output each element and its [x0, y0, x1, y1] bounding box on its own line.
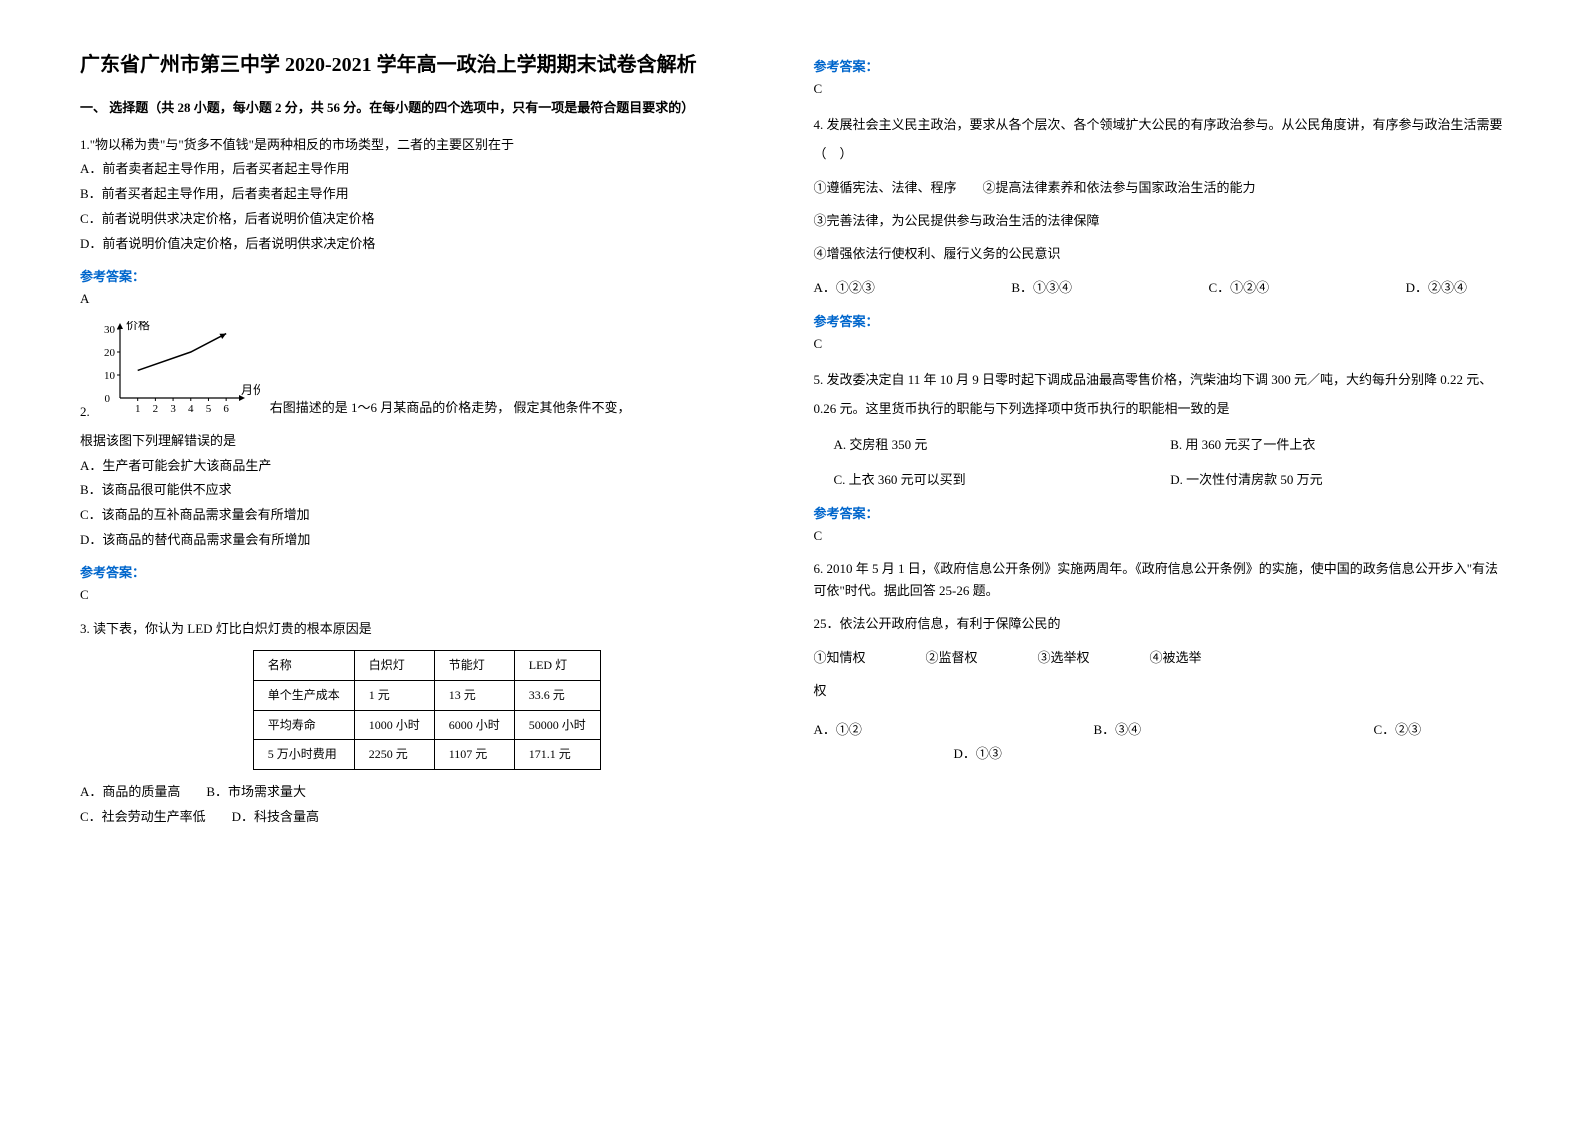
- svg-text:2: 2: [152, 403, 158, 415]
- svg-text:20: 20: [104, 347, 116, 359]
- table-header-cell: 白炽灯: [354, 651, 434, 681]
- left-column: 广东省广州市第三中学 2020-2021 学年高一政治上学期期末试卷含解析 一、…: [60, 50, 794, 1072]
- q1-text: 1."物以稀为贵"与"货多不值钱"是两种相反的市场类型，二者的主要区别在于: [80, 133, 774, 158]
- q3-text: 3. 读下表，你认为 LED 灯比白炽灯贵的根本原因是: [80, 617, 774, 642]
- q5-option-d: D. 一次性付清房款 50 万元: [1170, 468, 1507, 493]
- q6-option-c: C．②③: [1374, 718, 1474, 743]
- svg-text:价格: 价格: [126, 321, 150, 332]
- q4-option-a: A．①②③: [814, 276, 875, 301]
- q5-answer: C: [814, 528, 1508, 544]
- q6-choice-2: ②监督权: [926, 646, 978, 671]
- q2-text-line2: 根据该图下列理解错误的是: [80, 429, 774, 454]
- right-column: 参考答案： C 4. 发展社会主义民主政治，要求从各个层次、各个领域扩大公民的有…: [794, 50, 1528, 1072]
- q6-choice-4: ④被选举: [1150, 646, 1202, 671]
- table-cell: 1 元: [354, 680, 434, 710]
- page-title: 广东省广州市第三中学 2020-2021 学年高一政治上学期期末试卷含解析: [80, 50, 774, 80]
- q3-table: 名称白炽灯节能灯LED 灯单个生产成本1 元13 元33.6 元平均寿命1000…: [253, 650, 601, 770]
- svg-text:3: 3: [170, 403, 176, 415]
- table-cell: 平均寿命: [253, 710, 354, 740]
- q4-answer: C: [814, 336, 1508, 352]
- table-header-cell: 节能灯: [434, 651, 514, 681]
- q2-text-after: 右图描述的是 1～6 月某商品的价格走势， 假定其他条件不变，: [270, 396, 631, 425]
- svg-text:5: 5: [205, 403, 211, 415]
- q1-answer-label: 参考答案：: [80, 266, 774, 285]
- q4-option-b: B．①③④: [1011, 276, 1072, 301]
- q3-answer-label: 参考答案：: [814, 56, 1508, 75]
- q6-choice-4b: 权: [814, 679, 1508, 704]
- q4-sub1: ①遵循宪法、法律、程序 ②提高法律素养和依法参与国家政治生活的能力: [814, 176, 1508, 201]
- q5-option-a: A. 交房租 350 元: [834, 433, 1171, 458]
- q1-option-c: C．前者说明供求决定价格，后者说明价值决定价格: [80, 207, 774, 232]
- question-6: 6. 2010 年 5 月 1 日，《政府信息公开条例》实施两周年。《政府信息公…: [814, 558, 1508, 768]
- q5-answer-label: 参考答案：: [814, 503, 1508, 522]
- section-header: 一、 选择题（共 28 小题，每小题 2 分，共 56 分。在每小题的四个选项中…: [80, 98, 774, 119]
- q6-option-a: A．①②: [814, 718, 1094, 743]
- table-cell: 单个生产成本: [253, 680, 354, 710]
- table-cell: 50000 小时: [514, 710, 600, 740]
- question-3: 3. 读下表，你认为 LED 灯比白炽灯贵的根本原因是 名称白炽灯节能灯LED …: [80, 617, 774, 829]
- q6-option-d: D．①③: [954, 742, 1508, 767]
- q1-option-b: B．前者买者起主导作用，后者卖者起主导作用: [80, 182, 774, 207]
- q1-option-a: A．前者卖者起主导作用，后者买者起主导作用: [80, 157, 774, 182]
- table-cell: 33.6 元: [514, 680, 600, 710]
- price-chart: 0 10 20 30 123456 价格月份: [90, 321, 260, 425]
- q1-answer: A: [80, 291, 774, 307]
- q6-choice-1: ①知情权: [814, 646, 866, 671]
- table-header-cell: 名称: [253, 651, 354, 681]
- svg-text:4: 4: [188, 403, 194, 415]
- q4-answer-label: 参考答案：: [814, 311, 1508, 330]
- q4-text: 4. 发展社会主义民主政治，要求从各个层次、各个领域扩大公民的有序政治参与。从公…: [814, 111, 1508, 168]
- q5-option-b: B. 用 360 元买了一件上衣: [1170, 433, 1507, 458]
- q2-option-a: A．生产者可能会扩大该商品生产: [80, 454, 774, 479]
- q2-option-b: B．该商品很可能供不应求: [80, 478, 774, 503]
- svg-text:0: 0: [104, 393, 110, 405]
- q3-option-cd: C．社会劳动生产率低 D．科技含量高: [80, 805, 774, 830]
- question-2: 2. 0 10 20 30 123456 价格月份 右图描述的是 1～6 月某商品的价格走…: [80, 321, 774, 552]
- question-4: 4. 发展社会主义民主政治，要求从各个层次、各个领域扩大公民的有序政治参与。从公…: [814, 111, 1508, 301]
- q2-answer: C: [80, 587, 774, 603]
- svg-text:月份: 月份: [241, 383, 260, 397]
- q6-text: 6. 2010 年 5 月 1 日，《政府信息公开条例》实施两周年。《政府信息公…: [814, 558, 1508, 602]
- q4-option-c: C．①②④: [1208, 276, 1269, 301]
- q4-sub4: ④增强依法行使权利、履行义务的公民意识: [814, 242, 1508, 267]
- q6-option-b: B．③④: [1094, 718, 1374, 743]
- q5-option-c: C. 上衣 360 元可以买到: [834, 468, 1171, 493]
- question-5: 5. 发改委决定自 11 年 10 月 9 日零时起下调成品油最高零售价格，汽柴…: [814, 366, 1508, 493]
- svg-text:1: 1: [135, 403, 141, 415]
- q2-number: 2.: [80, 400, 90, 425]
- q4-sub3: ③完善法律，为公民提供参与政治生活的法律保障: [814, 209, 1508, 234]
- q2-answer-label: 参考答案：: [80, 562, 774, 581]
- q5-text: 5. 发改委决定自 11 年 10 月 9 日零时起下调成品油最高零售价格，汽柴…: [814, 366, 1508, 423]
- table-cell: 1107 元: [434, 740, 514, 770]
- q3-answer: C: [814, 81, 1508, 97]
- table-cell: 171.1 元: [514, 740, 600, 770]
- q2-option-c: C．该商品的互补商品需求量会有所增加: [80, 503, 774, 528]
- svg-text:6: 6: [223, 403, 229, 415]
- q1-option-d: D．前者说明价值决定价格，后者说明供求决定价格: [80, 232, 774, 257]
- svg-text:10: 10: [104, 370, 116, 382]
- table-cell: 1000 小时: [354, 710, 434, 740]
- q6-choice-3: ③选举权: [1038, 646, 1090, 671]
- table-cell: 5 万小时费用: [253, 740, 354, 770]
- q4-option-d: D．②③④: [1406, 276, 1467, 301]
- table-cell: 6000 小时: [434, 710, 514, 740]
- question-1: 1."物以稀为贵"与"货多不值钱"是两种相反的市场类型，二者的主要区别在于 A．…: [80, 133, 774, 256]
- q6-sub25: 25．依法公开政府信息，有利于保障公民的: [814, 612, 1508, 637]
- table-cell: 13 元: [434, 680, 514, 710]
- q2-option-d: D．该商品的替代商品需求量会有所增加: [80, 528, 774, 553]
- table-header-cell: LED 灯: [514, 651, 600, 681]
- table-cell: 2250 元: [354, 740, 434, 770]
- q3-option-ab: A．商品的质量高 B．市场需求量大: [80, 780, 774, 805]
- svg-text:30: 30: [104, 324, 116, 336]
